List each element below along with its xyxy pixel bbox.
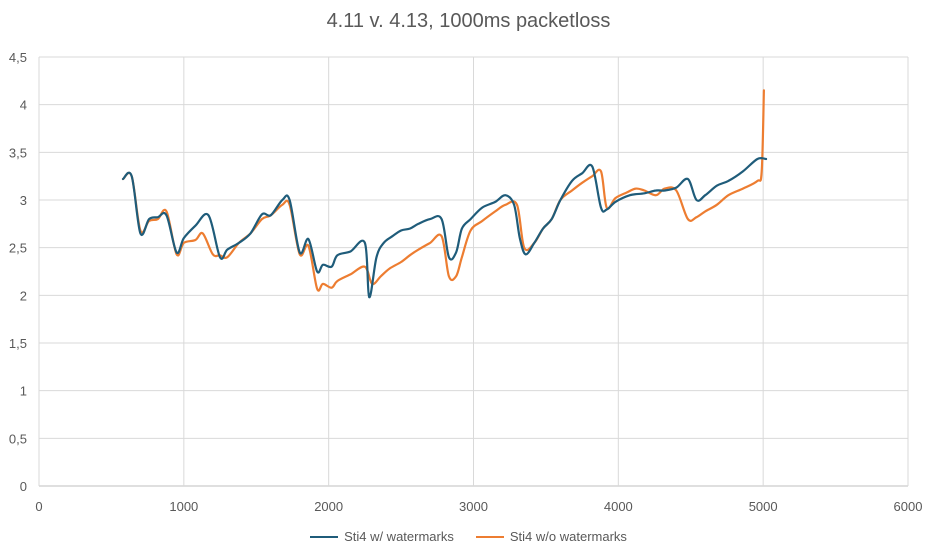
x-tick-label: 2000 (314, 499, 343, 514)
legend-swatch-with-watermarks (310, 535, 339, 538)
x-tick-label: 3000 (459, 499, 488, 514)
x-tick-label: 6000 (894, 499, 923, 514)
y-tick-label: 0 (20, 479, 27, 494)
legend-label-without-watermarks: Sti4 w/o watermarks (509, 529, 627, 544)
legend-item-without-watermarks: Sti4 w/o watermarks (475, 529, 627, 544)
y-tick-label: 1 (20, 384, 27, 399)
series-line-with-watermarks (121, 156, 768, 299)
y-tick-label: 2,5 (9, 241, 27, 256)
x-tick-label: 4000 (604, 499, 633, 514)
legend-label-with-watermarks: Sti4 w/ watermarks (344, 529, 454, 544)
legend: Sti4 w/ watermarks Sti4 w/o watermarks (0, 529, 937, 544)
legend-swatch-without-watermarks (475, 535, 504, 538)
chart-title: 4.11 v. 4.13, 1000ms packetloss (326, 10, 611, 32)
y-tick-label: 3 (20, 193, 27, 208)
y-tick-label: 4 (20, 98, 27, 113)
legend-item-with-watermarks: Sti4 w/ watermarks (310, 529, 454, 544)
x-tick-label: 1000 (169, 499, 198, 514)
y-tick-label: 3,5 (9, 145, 27, 160)
x-tick-label: 0 (35, 499, 42, 514)
series-line-without-watermarks (121, 89, 765, 292)
y-tick-label: 4,5 (9, 50, 27, 65)
y-tick-label: 2 (20, 288, 27, 303)
y-tick-label: 0,5 (9, 431, 27, 446)
x-tick-label: 5000 (749, 499, 778, 514)
y-tick-label: 1,5 (9, 336, 27, 351)
